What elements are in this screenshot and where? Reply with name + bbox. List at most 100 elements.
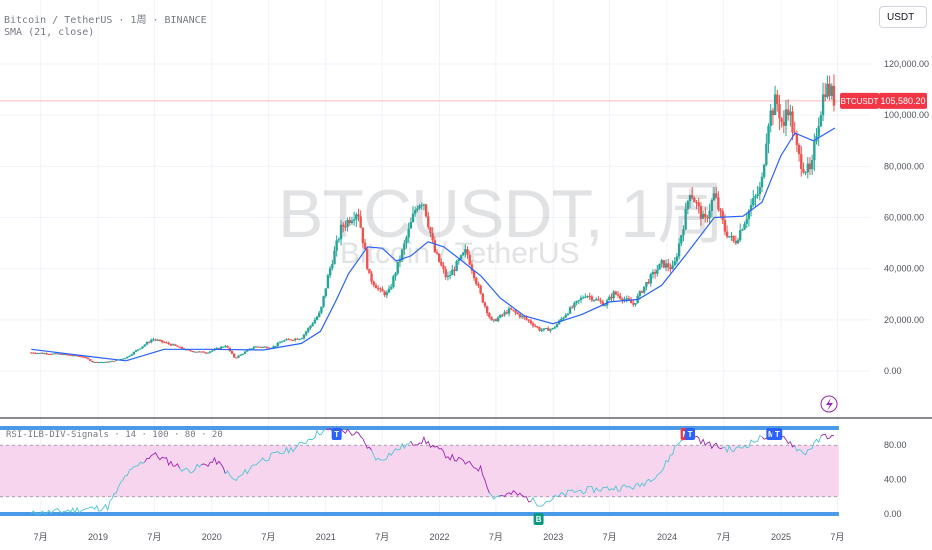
candle-body [89,359,92,361]
candle-body [134,350,138,352]
candle-body [224,346,227,348]
time-tick-label: 2021 [316,532,336,542]
candle-body [409,221,413,229]
candle-body [533,325,537,327]
candle-body [75,355,79,357]
candle-body [302,334,306,339]
candle-body [719,209,722,212]
candle-body [232,353,236,358]
candle-body [832,85,836,106]
candle-body [136,349,140,351]
candle-body [459,255,463,260]
price-tick-label: 20,000.00 [884,315,924,325]
candle-body [490,316,493,321]
price-tick-label: 40,000.00 [884,264,924,274]
price-axis[interactable]: 0.00 20,000.00 40,000.00 60,000.00 80,000.00… [840,59,929,519]
candle-body [311,323,314,326]
candle-body [126,356,129,359]
time-tick-label: 7月 [147,532,161,542]
signal-marker [331,428,342,440]
candle-body [58,353,61,355]
candle-body [71,355,74,357]
candle-body [99,362,103,364]
candle-body [403,243,406,250]
candle-body [494,319,498,322]
time-tick-label: 2022 [429,532,449,542]
candle-body [747,210,751,220]
candle-body [184,349,188,351]
candle-body [592,300,596,302]
candle-body [586,296,589,298]
candle-body [73,355,77,357]
candle-body [680,235,683,244]
candle-body [741,229,744,231]
candle-body [616,294,620,296]
candle-body [505,312,509,314]
candle-body [84,357,88,359]
price-pane[interactable] [0,74,840,413]
candle-body [411,213,415,222]
candle-body [49,353,53,355]
rsi-lower-bar [0,512,839,516]
candle-body [531,323,535,326]
candle-body [38,352,42,354]
candle-body [169,344,173,346]
rsi-tick-label: 80.00 [884,440,907,450]
candle-body [78,355,81,357]
lightning-icon [820,395,838,413]
candle-body [121,358,125,360]
candle-body [187,349,190,351]
candle-body [512,309,515,311]
candle-body [283,340,286,342]
candle-body [643,286,646,293]
candle-body [560,318,563,321]
candle-body [808,163,812,170]
candle-body [296,338,299,340]
candle-body [749,205,753,211]
rsi-legend[interactable]: RSI-ILB-DIV-Signals · 14 · 100 · 80 · 20 [6,430,223,440]
candle-body [706,216,709,219]
price-tag-symbol-box [840,92,879,109]
candle-body [396,261,399,274]
candle-body [93,361,96,363]
rsi-line [225,428,327,481]
candle-body [671,265,674,270]
candle-body [540,329,543,331]
time-tick-label: 7月 [375,532,389,542]
candle-body [690,195,694,199]
candle-body [342,224,345,227]
candle-body [695,202,698,204]
candle-body [682,229,685,236]
candle-body [821,94,825,116]
candle-body [195,351,199,353]
candle-body [267,347,271,349]
candle-body [457,259,461,262]
time-axis[interactable]: 7月 2019 7月 2020 7月 2021 7月 2022 7月 2023 7月 2024 7月 20… [34,532,845,542]
candle-body [573,302,576,308]
candle-body [453,269,456,271]
candle-body [824,94,827,97]
candle-body [758,187,762,195]
candle-body [276,342,279,346]
candle-body [152,339,155,341]
currency-button[interactable]: USDT [879,6,927,28]
candle-body [826,83,829,97]
candle-body [830,85,833,96]
candle-body [754,196,757,199]
candle-body [619,295,622,299]
candle-body [278,342,282,344]
candle-body [119,358,122,360]
candle-body [773,94,777,116]
legend-sma[interactable]: SMA (21, close) [4,27,95,38]
candle-body [697,202,700,206]
rsi-pane[interactable]: TBMTMT [0,426,839,525]
candle-body [542,328,546,330]
legend-title[interactable]: Bitcoin / TetherUS · 1周 · BINANCE [4,15,207,26]
candle-body [60,353,64,355]
time-tick-label: 2024 [657,532,677,542]
rsi-line [179,463,202,474]
candle-body [734,241,738,244]
price-tag-value: 105,580.20 [880,96,925,106]
signal-label: M [768,430,775,439]
